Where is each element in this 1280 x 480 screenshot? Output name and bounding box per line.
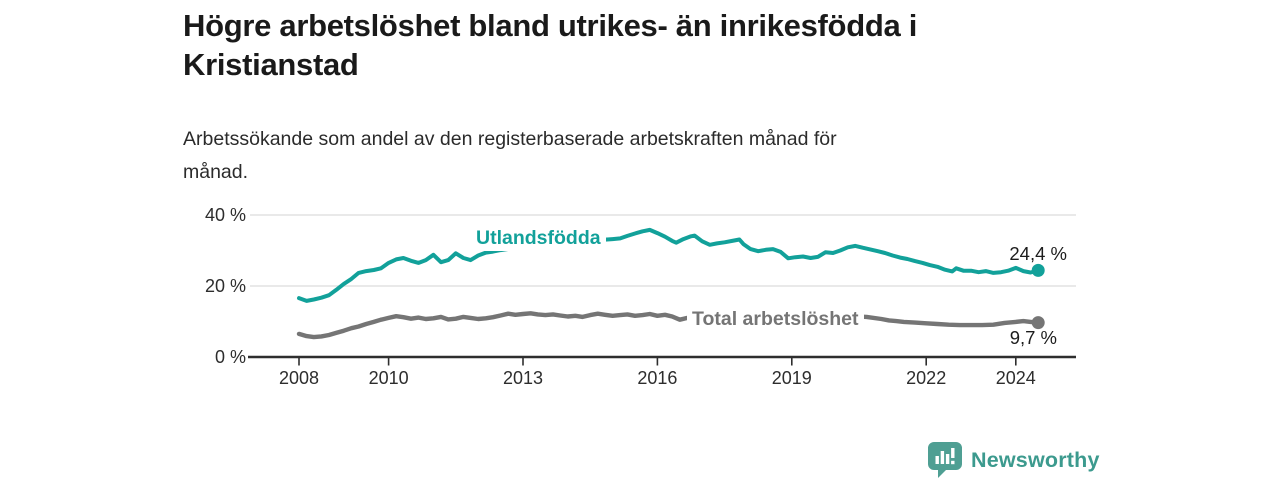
x-axis-tick-label: 2024 (995, 368, 1036, 388)
newsworthy-logo: Newsworthy (928, 442, 1100, 478)
page-title: Högre arbetslöshet bland utrikes- än inr… (183, 6, 1133, 84)
y-axis-tick-label: 40 % (204, 205, 246, 225)
page-title-line-2: Kristianstad (183, 47, 359, 82)
end-value-label-utlandsfodda: 24,4 % (1009, 243, 1067, 264)
end-value-label-total-arbetsloshet: 9,7 % (1009, 327, 1057, 348)
y-axis-tick-label: 20 % (204, 276, 246, 296)
page-title-line-1: Högre arbetslöshet bland utrikes- än inr… (183, 8, 918, 43)
x-axis-tick-label: 2022 (906, 368, 947, 388)
series-line-utlandsfodda (297, 227, 1041, 303)
chart-subtitle-line-1: Arbetssökande som andel av den registerb… (183, 128, 837, 150)
series-end-dot-total-arbetsloshet (1031, 316, 1045, 330)
x-axis-tick-label: 2013 (502, 368, 544, 388)
newsworthy-logo-text: Newsworthy (971, 447, 1100, 472)
x-axis-tick-label: 2008 (278, 368, 320, 388)
x-axis-tick-label: 2019 (771, 368, 812, 388)
x-axis-tick-label: 2010 (368, 368, 409, 388)
series-line-total-arbetsloshet (296, 311, 1041, 340)
series-end-dot-utlandsfodda (1031, 263, 1045, 277)
chart-subtitle-line-2: månad. (183, 161, 249, 183)
newsworthy-logo-icon (928, 442, 962, 478)
series-label-utlandsfodda: Utlandsfödda (471, 226, 606, 251)
chart-subtitle: Arbetssökande som andel av den registerb… (183, 123, 1083, 189)
x-axis-tick-label: 2016 (637, 368, 678, 388)
y-axis-tick-label: 0 % (214, 347, 246, 367)
series-label-total-arbetsloshet: Total arbetslöshet (687, 307, 864, 332)
